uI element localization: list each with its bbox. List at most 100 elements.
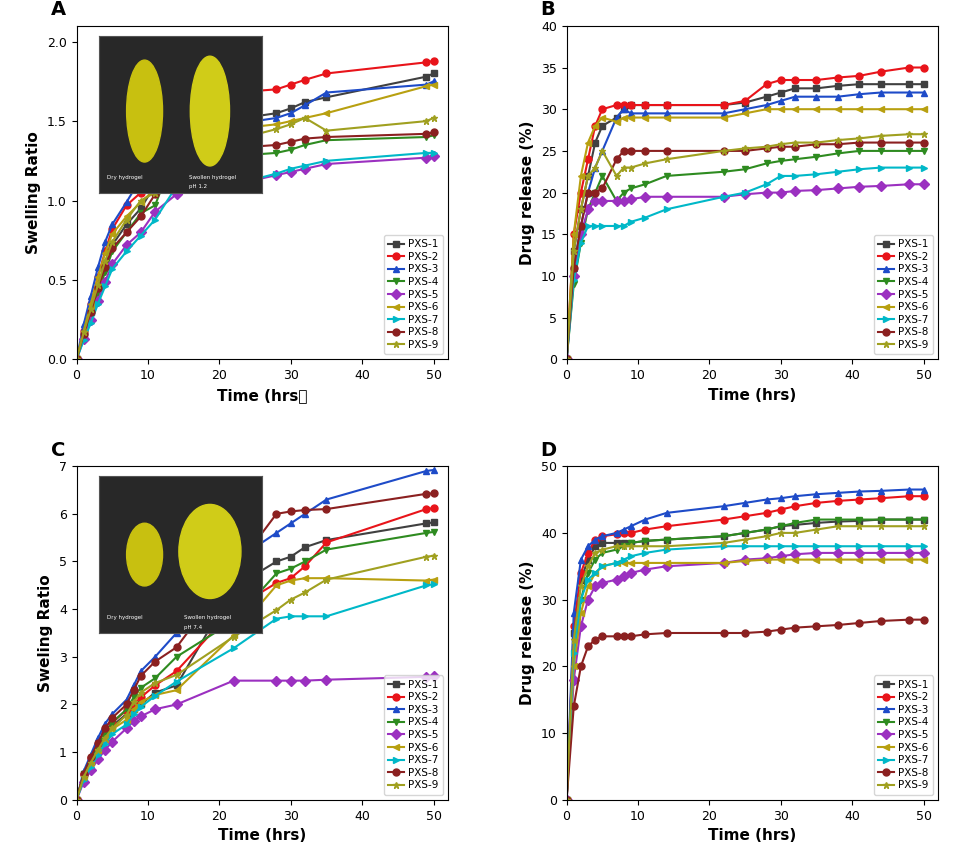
PXS-5 bbox=[618, 196, 630, 206]
PXS-2 bbox=[661, 100, 673, 110]
PXS-3 bbox=[811, 489, 822, 500]
PXS-8 bbox=[100, 262, 111, 273]
PXS-5 bbox=[625, 194, 636, 205]
PXS-5 bbox=[285, 675, 297, 685]
PXS-6 bbox=[428, 79, 439, 89]
PXS-9 bbox=[903, 521, 915, 531]
Text: A: A bbox=[51, 0, 66, 19]
Line: PXS-4: PXS-4 bbox=[73, 529, 437, 803]
PXS-1 bbox=[596, 120, 608, 131]
PXS-2 bbox=[575, 568, 587, 578]
PXS-3 bbox=[918, 88, 929, 98]
PXS-8 bbox=[775, 142, 787, 152]
PXS-4 bbox=[300, 556, 311, 567]
PXS-8 bbox=[285, 137, 297, 147]
PXS-4 bbox=[128, 692, 140, 703]
PXS-3 bbox=[149, 154, 161, 164]
PXS-6 bbox=[903, 104, 915, 114]
PXS-2 bbox=[71, 354, 82, 365]
PXS-7 bbox=[321, 611, 332, 622]
PXS-5 bbox=[228, 675, 239, 685]
PXS-4 bbox=[428, 527, 439, 538]
PXS-6 bbox=[854, 104, 865, 114]
PXS-2 bbox=[228, 88, 239, 98]
PXS-8 bbox=[170, 642, 182, 653]
Line: PXS-8: PXS-8 bbox=[563, 139, 927, 363]
PXS-5 bbox=[875, 548, 886, 558]
PXS-1 bbox=[875, 79, 886, 89]
PXS-2 bbox=[718, 100, 729, 110]
PXS-6 bbox=[428, 574, 439, 585]
PXS-5 bbox=[740, 189, 751, 200]
PXS-3 bbox=[761, 494, 772, 505]
PXS-6 bbox=[811, 555, 822, 565]
PXS-8 bbox=[761, 626, 772, 636]
PXS-1 bbox=[718, 100, 729, 110]
PXS-4 bbox=[639, 536, 651, 546]
PXS-4 bbox=[611, 544, 622, 555]
PXS-6 bbox=[85, 298, 97, 309]
PXS-5 bbox=[875, 181, 886, 191]
PXS-4 bbox=[875, 145, 886, 156]
PXS-2 bbox=[639, 525, 651, 535]
PXS-6 bbox=[582, 138, 593, 148]
PXS-9 bbox=[106, 723, 118, 734]
PXS-3 bbox=[228, 556, 239, 567]
Line: PXS-1: PXS-1 bbox=[73, 519, 437, 803]
Line: PXS-9: PXS-9 bbox=[73, 114, 437, 363]
PXS-4 bbox=[661, 534, 673, 544]
PXS-1 bbox=[100, 259, 111, 269]
PXS-9 bbox=[811, 525, 822, 535]
PXS-7 bbox=[321, 156, 332, 166]
PXS-8 bbox=[625, 145, 636, 156]
PXS-9 bbox=[903, 129, 915, 139]
PXS-5 bbox=[561, 354, 572, 365]
PXS-4 bbox=[428, 130, 439, 140]
PXS-5 bbox=[92, 296, 103, 306]
PXS-1 bbox=[100, 730, 111, 740]
PXS-6 bbox=[106, 229, 118, 239]
PXS-2 bbox=[625, 528, 636, 538]
PXS-9 bbox=[428, 550, 439, 561]
PXS-1 bbox=[590, 138, 601, 148]
PXS-4 bbox=[718, 531, 729, 542]
PXS-8 bbox=[903, 138, 915, 148]
PXS-5 bbox=[661, 561, 673, 571]
PXS-6 bbox=[92, 745, 103, 755]
PXS-5 bbox=[121, 723, 132, 734]
PXS-5 bbox=[639, 192, 651, 202]
PXS-4 bbox=[321, 135, 332, 145]
PXS-8 bbox=[582, 187, 593, 198]
PXS-3 bbox=[903, 88, 915, 98]
PXS-8 bbox=[128, 685, 140, 696]
PXS-8 bbox=[228, 566, 239, 576]
PXS-6 bbox=[875, 104, 886, 114]
PXS-4 bbox=[149, 200, 161, 211]
Legend: PXS-1, PXS-2, PXS-3, PXS-4, PXS-5, PXS-6, PXS-7, PXS-8, PXS-9: PXS-1, PXS-2, PXS-3, PXS-4, PXS-5, PXS-6… bbox=[384, 675, 442, 795]
PXS-1 bbox=[590, 541, 601, 551]
PXS-6 bbox=[740, 556, 751, 566]
PXS-7 bbox=[121, 719, 132, 729]
PXS-2 bbox=[903, 62, 915, 72]
PXS-6 bbox=[568, 661, 580, 672]
PXS-2 bbox=[121, 705, 132, 716]
PXS-8 bbox=[85, 307, 97, 317]
PXS-1 bbox=[903, 79, 915, 89]
PXS-7 bbox=[106, 729, 118, 740]
PXS-4 bbox=[718, 167, 729, 177]
Line: PXS-1: PXS-1 bbox=[73, 70, 437, 363]
PXS-1 bbox=[561, 795, 572, 805]
PXS-5 bbox=[228, 180, 239, 190]
PXS-8 bbox=[78, 329, 89, 339]
PXS-2 bbox=[170, 120, 182, 131]
PXS-4 bbox=[561, 354, 572, 365]
PXS-1 bbox=[421, 519, 433, 529]
PXS-4 bbox=[85, 752, 97, 763]
PXS-9 bbox=[271, 605, 282, 615]
PXS-6 bbox=[918, 555, 929, 565]
PXS-7 bbox=[100, 739, 111, 749]
Line: PXS-3: PXS-3 bbox=[563, 486, 927, 803]
PXS-7 bbox=[575, 594, 587, 605]
PXS-4 bbox=[149, 673, 161, 684]
PXS-2 bbox=[740, 511, 751, 521]
